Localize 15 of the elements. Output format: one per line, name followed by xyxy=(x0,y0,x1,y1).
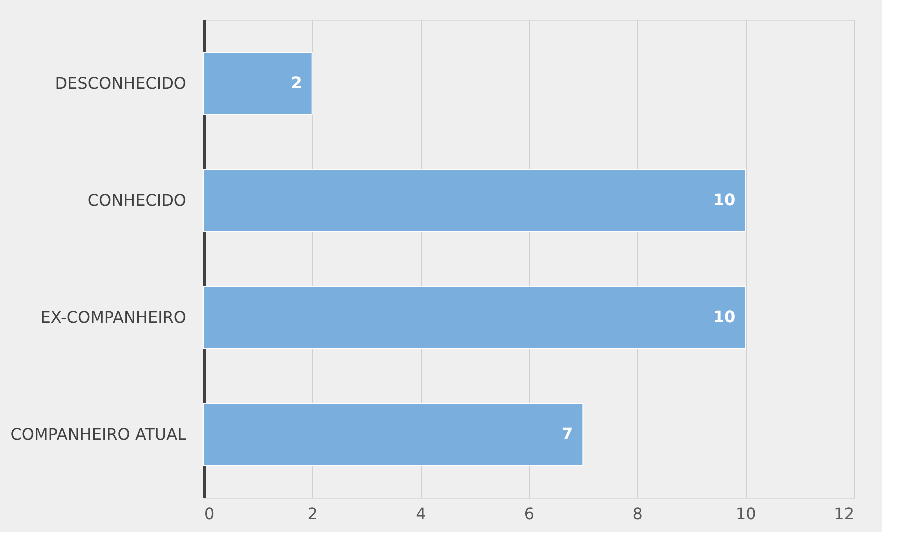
x-tick-label: 10 xyxy=(736,504,756,524)
x-tick-label: 8 xyxy=(632,504,643,524)
y-tick-label: CONHECIDO xyxy=(88,191,186,210)
x-tick-label: 12 xyxy=(834,504,854,524)
data-label: 10 xyxy=(713,190,736,210)
data-label: 10 xyxy=(713,308,736,326)
data-label: 7 xyxy=(562,424,574,444)
y-tick-label: COMPANHEIRO ATUAL xyxy=(10,425,187,444)
x-tick-label: 6 xyxy=(524,504,535,524)
x-tick-label: 0 xyxy=(204,504,215,524)
y-tick-label: DESCONHECIDO xyxy=(55,74,186,93)
data-label: 2 xyxy=(291,74,302,92)
x-tick-label: 2 xyxy=(308,504,318,524)
y-tick-label: EX-COMPANHEIRO xyxy=(40,308,186,327)
x-tick-label: 4 xyxy=(416,504,426,524)
